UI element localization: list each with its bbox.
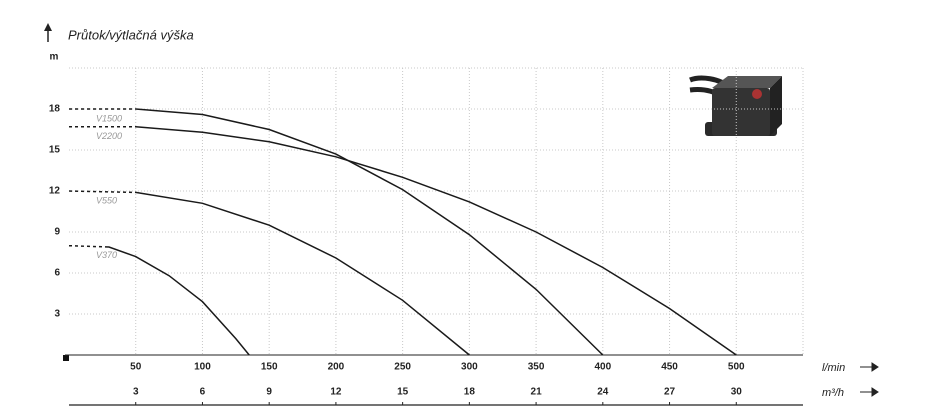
y-tick-label: 12 [49,186,61,197]
x2-arrow [860,387,879,397]
x2-tick-label: 3 [133,387,139,398]
y-tick-label: 9 [54,227,60,238]
x2-tick-label: 15 [397,387,409,398]
x-tick-label: 50 [130,362,142,373]
series-label: V1500 [96,113,122,123]
series-line [68,244,250,356]
x-tick-label: 350 [528,362,545,373]
x-axis-label: l/min [822,362,845,374]
x2-tick-label: 6 [200,387,206,398]
x2-tick-label: 30 [731,387,743,398]
x-tick-label: 400 [594,362,611,373]
y-arrow-head [44,23,52,31]
x-tick-label: 250 [394,362,411,373]
series-line [69,126,737,356]
y-axis-label: m [50,52,59,63]
series-label: V2200 [96,131,122,141]
x2-axis-label: m³/h [822,387,844,399]
x-tick-label: 500 [728,362,745,373]
x2-tick-label: 27 [664,387,676,398]
x2-tick-label: 24 [597,387,609,398]
y-tick-label: 6 [54,268,60,279]
x-tick-label: 450 [661,362,678,373]
series-line [69,108,604,356]
x-tick-label: 200 [328,362,345,373]
pump-image [689,75,782,136]
x-arrow [860,362,879,372]
series-label: V550 [96,195,117,205]
y-tick-label: 3 [54,309,60,320]
x2-tick-label: 9 [266,387,272,398]
origin-marker [63,355,69,361]
y-tick-label: 15 [49,145,61,156]
x-tick-label: 100 [194,362,211,373]
chart-title: Průtok/výtlačná výška [68,27,194,42]
x2-tick-label: 12 [330,387,342,398]
series-label: V370 [96,250,117,260]
series-line [68,190,470,356]
y-tick-label: 18 [49,104,61,115]
x-tick-label: 150 [261,362,278,373]
x-tick-label: 300 [461,362,478,373]
x2-tick-label: 21 [531,387,543,398]
x2-tick-label: 18 [464,387,476,398]
